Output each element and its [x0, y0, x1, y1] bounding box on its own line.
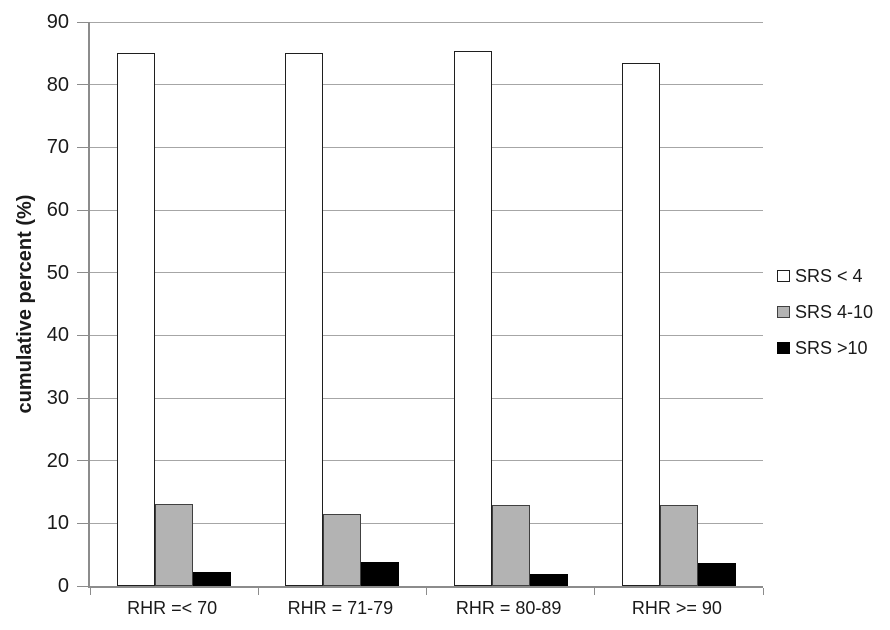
y-tick-20 [77, 460, 90, 462]
legend-label: SRS < 4 [795, 265, 863, 286]
bar-srs-4-rhr-90 [621, 62, 660, 586]
gridline-y-20 [90, 460, 763, 462]
gridline-y-60 [90, 209, 763, 211]
y-tick-label-0: 0 [57, 575, 69, 597]
bar-srs-4-rhr-80-89 [453, 50, 492, 586]
legend: SRS < 4 SRS 4-10 SRS >10 [777, 265, 873, 373]
y-tick-label-40: 40 [46, 324, 69, 347]
y-tick-label-90: 90 [46, 11, 69, 33]
legend-label: SRS 4-10 [795, 301, 874, 322]
y-tick-label-10: 10 [46, 512, 69, 535]
x-tick-2 [426, 588, 427, 595]
legend-swatch-white-icon [777, 270, 790, 282]
y-tick-70 [77, 146, 90, 148]
x-category-label-rhr-71-79: RHR = 71-79 [287, 598, 394, 618]
y-tick-label-50: 50 [46, 261, 69, 284]
gridline-y-10 [90, 522, 763, 524]
legend-swatch-black-icon [777, 342, 790, 354]
x-category-label-rhr-90: RHR >= 90 [631, 598, 722, 618]
gridline-y-80 [90, 84, 763, 86]
x-category-label-rhr-70: RHR =< 70 [127, 598, 218, 618]
bar-srs-4-rhr-70 [117, 53, 156, 586]
bar-srs-4-10-rhr-70 [155, 503, 194, 586]
x-category-label-rhr-80-89: RHR = 80-89 [455, 598, 562, 618]
y-tick-90 [77, 21, 90, 23]
bar-srs-10-rhr-70 [193, 572, 232, 586]
y-tick-60 [77, 209, 90, 211]
y-tick-10 [77, 522, 90, 524]
x-tick-1 [257, 588, 259, 595]
gridline-y-90 [90, 21, 763, 23]
bar-srs-10-rhr-71-79 [361, 562, 400, 586]
bar-srs-10-rhr-90 [697, 563, 736, 586]
legend-item-srs-4-10: SRS 4-10 [777, 301, 873, 323]
y-tick-label-60: 60 [46, 199, 69, 221]
y-tick-50 [77, 272, 90, 274]
bar-srs-4-rhr-71-79 [285, 53, 324, 586]
x-tick-0 [89, 588, 91, 595]
y-tick-label-30: 30 [46, 387, 69, 409]
gridline-y-40 [90, 334, 763, 336]
legend-item-srs-gt-10: SRS >10 [777, 337, 873, 359]
y-axis-title-text: cumulative percent (%) [14, 194, 36, 414]
y-tick-30 [77, 397, 90, 399]
y-tick-label-70: 70 [46, 136, 69, 159]
bar-srs-4-10-rhr-80-89 [491, 504, 530, 586]
y-tick-80 [77, 84, 90, 86]
y-tick-label-80: 80 [46, 73, 69, 96]
x-tick-4 [762, 588, 764, 595]
legend-swatch-gray-icon [777, 306, 790, 318]
bar-srs-4-10-rhr-71-79 [323, 513, 362, 586]
y-tick-40 [77, 334, 90, 336]
y-tick-0 [77, 585, 90, 587]
gridline-y-50 [90, 272, 763, 274]
x-tick-3 [594, 588, 596, 595]
bar-srs-10-rhr-80-89 [529, 574, 568, 586]
legend-label: SRS >10 [795, 337, 868, 358]
legend-item-srs-lt-4: SRS < 4 [777, 265, 873, 287]
gridline-y-70 [90, 146, 763, 148]
plot-area [77, 21, 764, 595]
y-tick-label-20: 20 [46, 449, 69, 472]
bar-srs-4-10-rhr-90 [659, 504, 698, 586]
gridline-y-30 [90, 397, 763, 399]
